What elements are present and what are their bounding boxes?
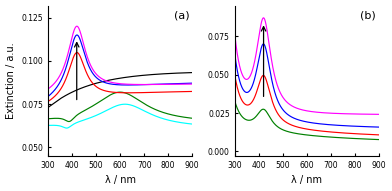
Text: (a): (a) <box>174 10 189 20</box>
Y-axis label: Extinction / a.u.: Extinction / a.u. <box>5 42 16 119</box>
X-axis label: λ / nm: λ / nm <box>105 176 136 185</box>
Text: (b): (b) <box>360 10 376 20</box>
X-axis label: λ / nm: λ / nm <box>291 176 322 185</box>
